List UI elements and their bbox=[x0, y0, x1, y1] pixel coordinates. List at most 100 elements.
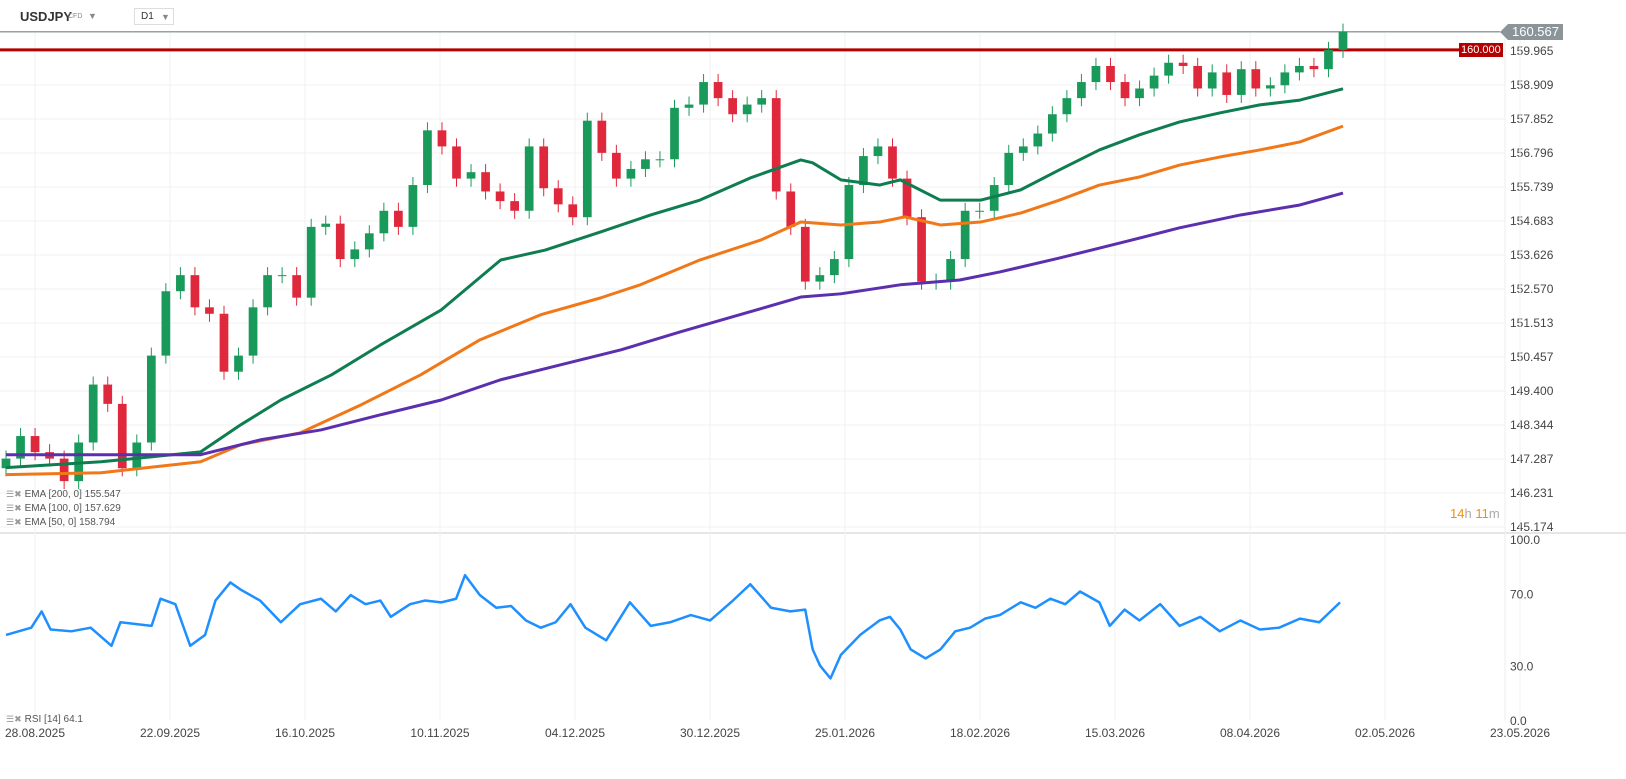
candle-countdown: 14h 11m bbox=[1450, 506, 1500, 521]
candle-body bbox=[495, 191, 505, 202]
timeframe-value: D1 bbox=[141, 11, 154, 22]
candle-body bbox=[394, 210, 403, 227]
level-tag[interactable]: 160.000 bbox=[1459, 42, 1503, 57]
date-tick-label: 04.12.2025 bbox=[545, 726, 605, 740]
date-tick-label: 22.09.2025 bbox=[140, 726, 200, 740]
candle-body bbox=[1207, 72, 1217, 89]
candle-body bbox=[306, 226, 316, 298]
price-tick-label: 153.626 bbox=[1510, 248, 1554, 262]
legend-ema100[interactable]: ☰✖ EMA [100, 0] 157.629 bbox=[6, 503, 121, 514]
date-tick-label: 25.01.2026 bbox=[815, 726, 875, 740]
candle-body bbox=[641, 159, 650, 169]
candle-body bbox=[1047, 114, 1057, 134]
candle-body bbox=[684, 104, 694, 108]
settings-icon[interactable]: ☰✖ bbox=[6, 714, 22, 724]
settings-icon[interactable]: ☰✖ bbox=[6, 517, 22, 527]
candle-body bbox=[205, 307, 214, 314]
candle-body bbox=[1236, 69, 1246, 95]
candle-body bbox=[713, 82, 723, 99]
timeframe-select[interactable]: D1 ▼ bbox=[134, 8, 174, 25]
candle-body bbox=[248, 307, 258, 356]
candle-body bbox=[1004, 152, 1014, 186]
candle-body bbox=[1135, 88, 1144, 99]
settings-icon[interactable]: ☰✖ bbox=[6, 503, 22, 513]
legend-rsi[interactable]: ☰✖ RSI [14] 64.1 bbox=[6, 714, 83, 725]
price-tick-label: 148.344 bbox=[1510, 418, 1554, 432]
date-tick-label: 28.08.2025 bbox=[5, 726, 65, 740]
rsi-tick-label: 30.0 bbox=[1510, 660, 1534, 674]
candle-body bbox=[626, 168, 636, 179]
symbol-dropdown-icon[interactable]: ▼ bbox=[88, 11, 97, 21]
candle-body bbox=[437, 130, 447, 147]
rsi-tick-label: 0.0 bbox=[1510, 714, 1527, 728]
candle-body bbox=[655, 159, 665, 161]
candle-body bbox=[859, 156, 868, 186]
candle-body bbox=[815, 275, 825, 282]
candle-body bbox=[1120, 82, 1130, 99]
candle-body bbox=[524, 146, 534, 211]
legend-ema200[interactable]: ☰✖ EMA [200, 0] 155.547 bbox=[6, 489, 121, 500]
candle-body bbox=[219, 313, 229, 372]
ema200-line bbox=[6, 191, 1344, 457]
candle-body bbox=[786, 191, 796, 227]
candle-body bbox=[103, 384, 113, 404]
candle-body bbox=[1222, 72, 1232, 95]
candle-body bbox=[844, 185, 854, 260]
candle-body bbox=[88, 384, 98, 443]
candle-body bbox=[1, 458, 11, 469]
symbol-label[interactable]: USDJPY bbox=[20, 9, 73, 24]
price-tick-label: 159.965 bbox=[1510, 44, 1554, 58]
date-tick-label: 16.10.2025 bbox=[275, 726, 335, 740]
candle-body bbox=[582, 120, 592, 218]
candle-body bbox=[1265, 85, 1275, 89]
legend-rsi-label: RSI [14] 64.1 bbox=[24, 714, 83, 725]
candle-body bbox=[1295, 65, 1304, 73]
candle-body bbox=[1338, 31, 1348, 50]
rsi-tick-label: 100.0 bbox=[1510, 533, 1540, 547]
candle-body bbox=[1091, 65, 1101, 83]
candle-body bbox=[161, 291, 171, 356]
legend-ema100-label: EMA [100, 0] 157.629 bbox=[24, 503, 121, 514]
candle-body bbox=[917, 217, 926, 282]
chart-header: USDJPY CFD ▼ D1 ▼ bbox=[0, 0, 1626, 32]
date-tick-label: 08.04.2026 bbox=[1220, 726, 1280, 740]
candle-body bbox=[263, 275, 272, 308]
countdown-hours: 14 bbox=[1450, 506, 1465, 521]
candle-body bbox=[379, 210, 389, 234]
candle-body bbox=[742, 104, 752, 115]
instrument-type-label: CFD bbox=[68, 13, 83, 20]
settings-icon[interactable]: ☰✖ bbox=[6, 489, 22, 499]
chevron-down-icon: ▼ bbox=[161, 12, 170, 22]
candle-body bbox=[728, 98, 737, 115]
candle-body bbox=[190, 275, 200, 308]
rsi-tick-label: 70.0 bbox=[1510, 587, 1534, 601]
candle-body bbox=[59, 458, 69, 482]
candle-body bbox=[30, 436, 40, 453]
countdown-m-unit: m bbox=[1488, 506, 1500, 521]
date-tick-label: 30.12.2025 bbox=[680, 726, 740, 740]
candle-body bbox=[1149, 75, 1159, 89]
candle-body bbox=[1251, 69, 1261, 89]
candle-body bbox=[771, 98, 781, 192]
candle-body bbox=[829, 259, 839, 276]
ema100-line bbox=[5, 124, 1344, 477]
candle-body bbox=[1309, 65, 1319, 70]
candle-body bbox=[408, 185, 418, 227]
candle-body bbox=[350, 249, 360, 260]
date-tick-label: 10.11.2025 bbox=[410, 726, 469, 740]
candle-body bbox=[364, 233, 374, 250]
date-tick-label: 15.03.2026 bbox=[1085, 726, 1145, 740]
current-price-tag: 160.567 bbox=[1500, 23, 1563, 40]
date-tick-label: 18.02.2026 bbox=[950, 726, 1010, 740]
legend-ema50[interactable]: ☰✖ EMA [50, 0] 158.794 bbox=[6, 517, 115, 528]
date-tick-label: 23.05.2026 bbox=[1490, 726, 1550, 740]
price-tick-label: 158.909 bbox=[1510, 78, 1554, 92]
candle-body bbox=[612, 152, 621, 179]
candle-body bbox=[960, 210, 970, 260]
candle-body bbox=[117, 403, 127, 469]
countdown-h-unit: h bbox=[1464, 506, 1472, 521]
candle-body bbox=[597, 120, 607, 153]
candle-body bbox=[800, 226, 810, 282]
candle-body bbox=[510, 201, 520, 211]
